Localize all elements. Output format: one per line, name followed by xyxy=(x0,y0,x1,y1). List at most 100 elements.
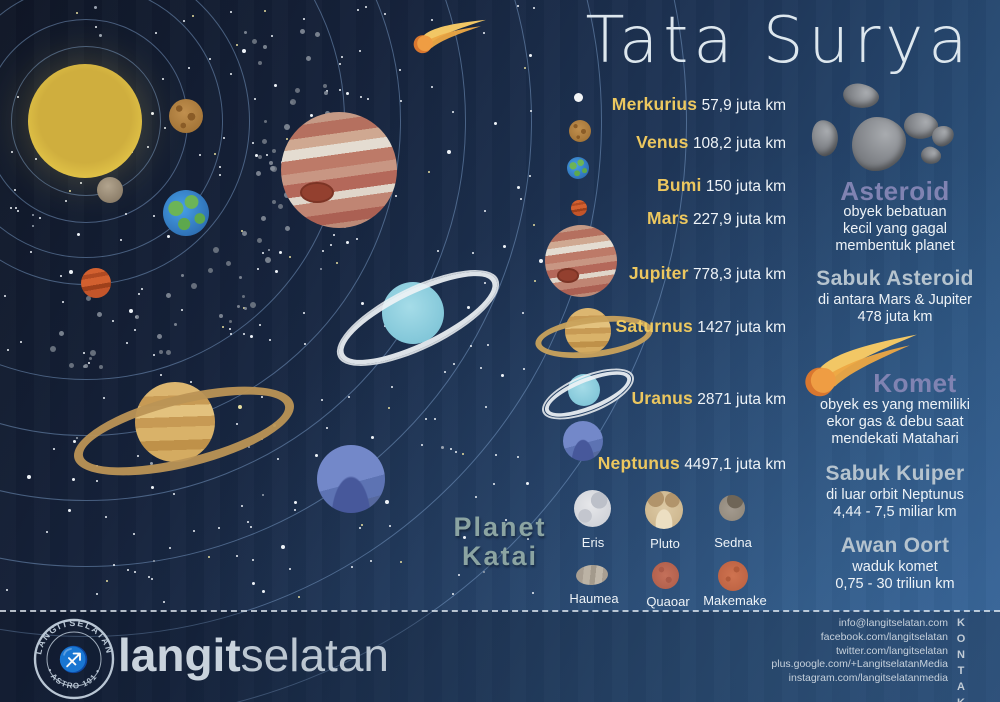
star xyxy=(150,462,153,465)
text-line: obyek bebatuan xyxy=(843,204,947,220)
star xyxy=(252,559,254,561)
star xyxy=(65,200,67,202)
mars-scale-icon xyxy=(571,200,587,216)
star xyxy=(487,344,489,346)
belt-rock xyxy=(69,363,74,368)
star xyxy=(360,96,362,98)
contact-email: info@langitselatan.com xyxy=(838,617,948,629)
poster-title: Tata Surya xyxy=(585,4,973,78)
star xyxy=(437,250,439,252)
star xyxy=(441,446,444,449)
star xyxy=(452,111,454,113)
star xyxy=(10,207,12,209)
star xyxy=(273,424,276,427)
star xyxy=(69,190,71,192)
belt-rock xyxy=(278,204,283,209)
star xyxy=(147,146,149,148)
star xyxy=(20,341,22,343)
planet-name: Venus xyxy=(636,132,689,152)
star xyxy=(289,568,291,570)
star xyxy=(262,494,264,496)
star xyxy=(425,418,427,420)
star xyxy=(151,578,153,580)
star xyxy=(262,252,264,254)
star xyxy=(517,456,519,458)
belt-rock xyxy=(270,166,275,171)
belt-rock xyxy=(272,149,276,153)
star xyxy=(322,250,324,252)
planet-distance: 2871 juta km xyxy=(697,391,786,408)
star xyxy=(167,235,170,238)
star xyxy=(236,555,238,557)
star xyxy=(275,270,278,273)
star xyxy=(359,527,361,529)
neptune-scale-icon xyxy=(563,421,603,461)
star xyxy=(88,362,90,364)
saturn-scale-icon xyxy=(565,308,611,354)
sabuk-asteroid-heading: Sabuk Asteroid xyxy=(816,267,974,290)
contact-instagram: instagram.com/langitselatanmedia xyxy=(788,672,948,685)
planet-row-merkurius: Merkurius 57,9 juta km xyxy=(612,94,786,115)
star xyxy=(326,427,328,429)
venus-scale-icon xyxy=(569,120,591,142)
planet-name: Neptunus xyxy=(597,453,680,473)
brand-bold: langit xyxy=(118,629,241,681)
star xyxy=(527,538,529,540)
belt-rock xyxy=(229,320,232,323)
star xyxy=(463,536,466,539)
star xyxy=(517,5,519,7)
belt-rock xyxy=(272,200,276,204)
star xyxy=(236,423,238,425)
star xyxy=(32,225,34,227)
star xyxy=(255,154,258,157)
belt-rock xyxy=(261,216,266,221)
belt-rock xyxy=(263,45,267,49)
belt-rock xyxy=(250,302,256,308)
star xyxy=(105,516,107,518)
star xyxy=(162,78,164,80)
star xyxy=(472,252,474,254)
star xyxy=(163,601,165,603)
belt-rock xyxy=(97,312,102,317)
comet-icon xyxy=(413,19,486,54)
star xyxy=(310,114,313,117)
asteroid-description: obyek bebatuan kecil yang gagal membentu… xyxy=(795,204,995,255)
star xyxy=(431,19,433,21)
planet-row-neptunus: Neptunus 4497,1 juta km xyxy=(598,453,786,474)
star xyxy=(523,368,525,370)
text-line: di antara Mars & Jupiter xyxy=(818,292,972,308)
belt-rock xyxy=(239,276,242,279)
belt-rock xyxy=(219,314,223,318)
planet-distance: 227,9 juta km xyxy=(692,211,786,228)
star xyxy=(289,256,291,258)
star xyxy=(421,444,423,446)
star xyxy=(153,354,155,356)
star xyxy=(462,453,464,455)
belt-rock xyxy=(262,139,267,144)
planet-distance: 778,3 juta km xyxy=(692,266,786,283)
planet-row-bumi: Bumi 150 juta km xyxy=(657,175,786,196)
star xyxy=(83,352,85,354)
star xyxy=(261,396,263,398)
star xyxy=(517,186,520,189)
text-line: obyek es yang memiliki xyxy=(820,397,970,413)
belt-rock xyxy=(306,56,311,61)
star xyxy=(138,293,140,295)
asteroid-rock xyxy=(840,80,882,112)
star xyxy=(359,50,361,52)
star xyxy=(483,32,485,34)
asteroid-rock xyxy=(852,117,906,171)
star xyxy=(153,560,155,562)
awan-oort-heading: Awan Oort xyxy=(840,534,950,557)
belt-rock xyxy=(256,171,261,176)
star xyxy=(95,26,97,28)
star xyxy=(330,244,332,246)
star xyxy=(268,249,270,251)
star xyxy=(160,374,162,376)
text-line: di luar orbit Neptunus xyxy=(826,487,964,503)
star xyxy=(274,84,277,87)
star xyxy=(286,138,288,140)
star xyxy=(298,596,300,598)
planet-row-saturnus: Saturnus 1427 juta km xyxy=(615,316,786,337)
star xyxy=(129,309,133,313)
